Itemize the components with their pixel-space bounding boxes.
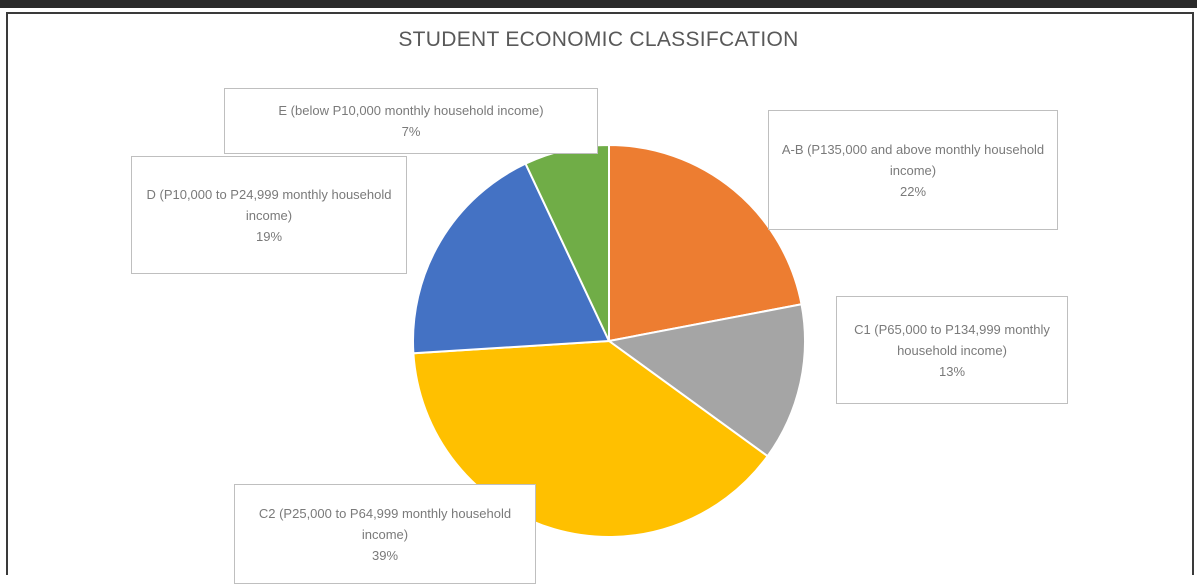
label-ab: A-B (P135,000 and above monthly househol… <box>768 110 1058 230</box>
label-ab-pct: 22% <box>900 181 926 202</box>
label-c1-pct: 13% <box>939 361 965 382</box>
label-c2-text: C2 (P25,000 to P64,999 monthly household… <box>243 503 527 545</box>
label-c2: C2 (P25,000 to P64,999 monthly household… <box>234 484 536 584</box>
label-e-text: E (below P10,000 monthly household incom… <box>278 100 543 121</box>
label-d-pct: 19% <box>256 226 282 247</box>
label-e-pct: 7% <box>402 121 421 142</box>
label-c1: C1 (P65,000 to P134,999 monthly househol… <box>836 296 1068 404</box>
label-d-text: D (P10,000 to P24,999 monthly household … <box>140 184 398 226</box>
label-e: E (below P10,000 monthly household incom… <box>224 88 598 154</box>
label-ab-text: A-B (P135,000 and above monthly househol… <box>777 139 1049 181</box>
label-c2-pct: 39% <box>372 545 398 566</box>
label-c1-text: C1 (P65,000 to P134,999 monthly househol… <box>845 319 1059 361</box>
label-d: D (P10,000 to P24,999 monthly household … <box>131 156 407 274</box>
